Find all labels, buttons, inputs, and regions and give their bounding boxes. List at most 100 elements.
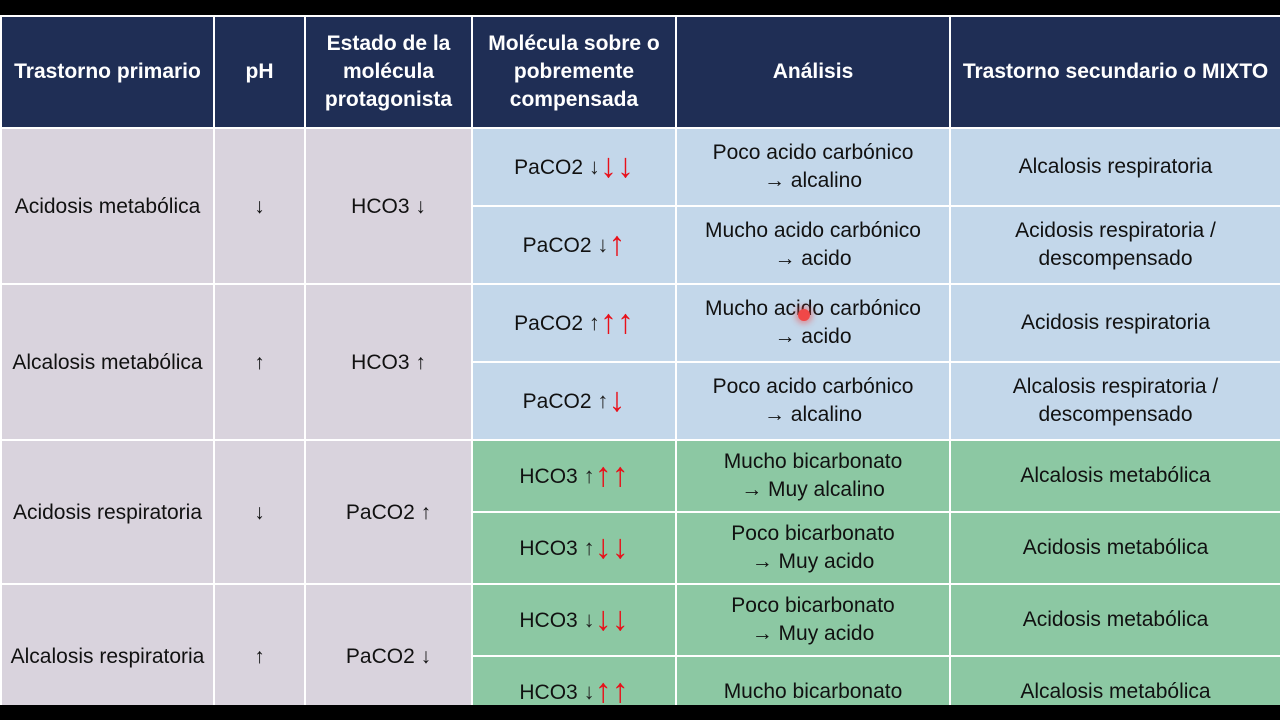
analysis-line-1: Poco acido carbónico [712, 375, 914, 398]
header-state: Estado de la molécula protagonista [304, 15, 473, 129]
table-row: PaCO2 ↑↓ Poco acido carbónico → alcalino Al… [1, 361, 1280, 441]
analysis-cell: Mucho bicarbonato → Muy alcalino [675, 439, 951, 513]
bottom-letterbox [0, 705, 1280, 720]
table-row: HCO3 ↓↑↑ Mucho bicarbonato Alcalosis metab… [1, 655, 1280, 705]
ph-cell: ↑ [213, 283, 306, 441]
compensation-cell: PaCO2 ↑↑↑ [471, 283, 677, 363]
table-body: Acidosis metabólica ↓ HCO3 ↓ PaCO2 ↓↓↓ Poco … [0, 127, 1280, 705]
red-arrows-icon: ↓↓ [599, 147, 634, 185]
molecule-label: PaCO2 [522, 390, 592, 413]
molecule-label: PaCO2 [514, 156, 584, 179]
secondary-disorder-cell: Alcalosis metabólica [949, 655, 1280, 705]
header-analysis: Análisis [675, 15, 951, 129]
compensation-cell: HCO3 ↓↓↓ [471, 583, 677, 657]
small-arrow-icon: ↓ [588, 154, 600, 179]
red-arrows-icon: ↑↑ [599, 303, 634, 341]
analysis-line-1: Poco bicarbonato [731, 594, 895, 617]
analysis-line-1: Mucho acido carbónico [705, 297, 921, 320]
acid-base-table: Trastorno primario pH Estado de la moléc… [0, 15, 1280, 705]
compensation-cell: HCO3 ↑↓↓ [471, 511, 677, 585]
analysis-cell: Mucho acido carbónico → acido [675, 283, 951, 363]
molecule-state-cell: HCO3 ↓ [304, 127, 473, 285]
small-arrow-icon: ↓ [583, 607, 595, 632]
analysis-cell: Poco bicarbonato → Muy acido [675, 511, 951, 585]
table-row: Acidosis metabólica ↓ HCO3 ↓ PaCO2 ↓↓↓ Poco … [0, 127, 1280, 285]
secondary-disorder-cell: Alcalosis respiratoria [949, 127, 1280, 207]
secondary-line-1: Acidosis respiratoria / [1015, 219, 1216, 242]
secondary-line-1: Acidosis metabólica [1022, 608, 1209, 631]
analysis-line-2: → acido [774, 325, 852, 348]
molecule-label: HCO3 [519, 465, 578, 488]
secondary-disorder-cell: Alcalosis metabólica [949, 439, 1280, 513]
secondary-disorder-cell: Alcalosis respiratoria / descompensado [949, 361, 1280, 441]
primary-disorder-cell: Acidosis respiratoria [0, 439, 215, 585]
analysis-line-2: → alcalino [763, 403, 863, 426]
analysis-line-2: → alcalino [763, 169, 863, 192]
analysis-line-2: → Muy acido [751, 622, 875, 645]
small-arrow-icon: ↓ [583, 679, 595, 704]
primary-disorder-cell: Acidosis metabólica [0, 127, 215, 285]
analysis-line-2: → acido [774, 247, 852, 270]
small-arrow-icon: ↑ [588, 310, 600, 335]
secondary-line-1: Alcalosis respiratoria / [1012, 375, 1219, 398]
table-row: HCO3 ↑↓↓ Poco bicarbonato → Muy acido Acido… [1, 511, 1280, 585]
analysis-cell: Poco acido carbónico → alcalino [675, 361, 951, 441]
secondary-line-2: descompensado [1038, 403, 1193, 426]
molecule-label: PaCO2 [514, 312, 584, 335]
molecule-state-cell: PaCO2 ↑ [304, 439, 473, 585]
compensation-cell: PaCO2 ↓↓↓ [471, 127, 677, 207]
analysis-line-2: → Muy alcalino [741, 478, 885, 501]
secondary-line-1: Alcalosis metabólica [1020, 464, 1211, 487]
red-arrows-icon: ↓ [608, 381, 626, 419]
compensation-cell: PaCO2 ↑↓ [471, 361, 677, 441]
analysis-line-1: Poco acido carbónico [712, 141, 914, 164]
red-arrows-icon: ↑↑ [594, 456, 629, 494]
secondary-disorder-cell: Acidosis respiratoria [949, 283, 1280, 363]
analysis-line-1: Mucho bicarbonato [723, 450, 903, 473]
molecule-label: PaCO2 [522, 234, 592, 257]
secondary-line-1: Alcalosis respiratoria [1018, 155, 1213, 178]
analysis-line-2: → Muy acido [751, 550, 875, 573]
ph-cell: ↑ [213, 583, 306, 705]
small-arrow-icon: ↓ [597, 232, 609, 257]
molecule-label: HCO3 [519, 609, 578, 632]
molecule-state-cell: HCO3 ↑ [304, 283, 473, 441]
analysis-line-1: Poco bicarbonato [731, 522, 895, 545]
table-row: Alcalosis respiratoria ↑ PaCO2 ↓ HCO3 ↓↓↓ Po… [0, 583, 1280, 705]
analysis-cell: Mucho acido carbónico → acido [675, 205, 951, 285]
secondary-disorder-cell: Acidosis respiratoria / descompensado [949, 205, 1280, 285]
red-arrows-icon: ↑↑ [594, 672, 629, 705]
acid-base-table-container: Trastorno primario pH Estado de la moléc… [0, 15, 1280, 705]
secondary-disorder-cell: Acidosis metabólica [949, 583, 1280, 657]
ph-cell: ↓ [213, 127, 306, 285]
secondary-line-2: descompensado [1038, 247, 1193, 270]
table-row: Alcalosis metabólica ↑ HCO3 ↑ PaCO2 ↑↑↑ Much… [0, 283, 1280, 441]
small-arrow-icon: ↑ [597, 388, 609, 413]
primary-disorder-cell: Alcalosis metabólica [0, 283, 215, 441]
header-row: Trastorno primario pH Estado de la moléc… [0, 15, 1280, 129]
molecule-state-cell: PaCO2 ↓ [304, 583, 473, 705]
molecule-label: HCO3 [519, 537, 578, 560]
header-primary: Trastorno primario [0, 15, 215, 129]
compensation-cell: PaCO2 ↓↑ [471, 205, 677, 285]
small-arrow-icon: ↑ [583, 535, 595, 560]
small-arrow-icon: ↑ [583, 463, 595, 488]
header-ph: pH [213, 15, 306, 129]
ph-cell: ↓ [213, 439, 306, 585]
analysis-cell: Mucho bicarbonato [675, 655, 951, 705]
header-molecule: Molécula sobre o pobremente compensada [471, 15, 677, 129]
analysis-line-1: Mucho acido carbónico [705, 219, 921, 242]
red-arrows-icon: ↓↓ [594, 600, 629, 638]
red-arrows-icon: ↑ [608, 225, 626, 263]
analysis-cell: Poco acido carbónico → alcalino [675, 127, 951, 207]
compensation-cell: HCO3 ↓↑↑ [471, 655, 677, 705]
secondary-line-1: Acidosis respiratoria [1020, 311, 1211, 334]
red-arrows-icon: ↓↓ [594, 528, 629, 566]
compensation-cell: HCO3 ↑↑↑ [471, 439, 677, 513]
analysis-line-1: Mucho bicarbonato [723, 680, 903, 703]
secondary-line-1: Alcalosis metabólica [1020, 680, 1211, 703]
molecule-label: HCO3 [519, 681, 578, 704]
primary-disorder-cell: Alcalosis respiratoria [0, 583, 215, 705]
table-row: PaCO2 ↓↑ Mucho acido carbónico → acido Acid… [1, 205, 1280, 285]
